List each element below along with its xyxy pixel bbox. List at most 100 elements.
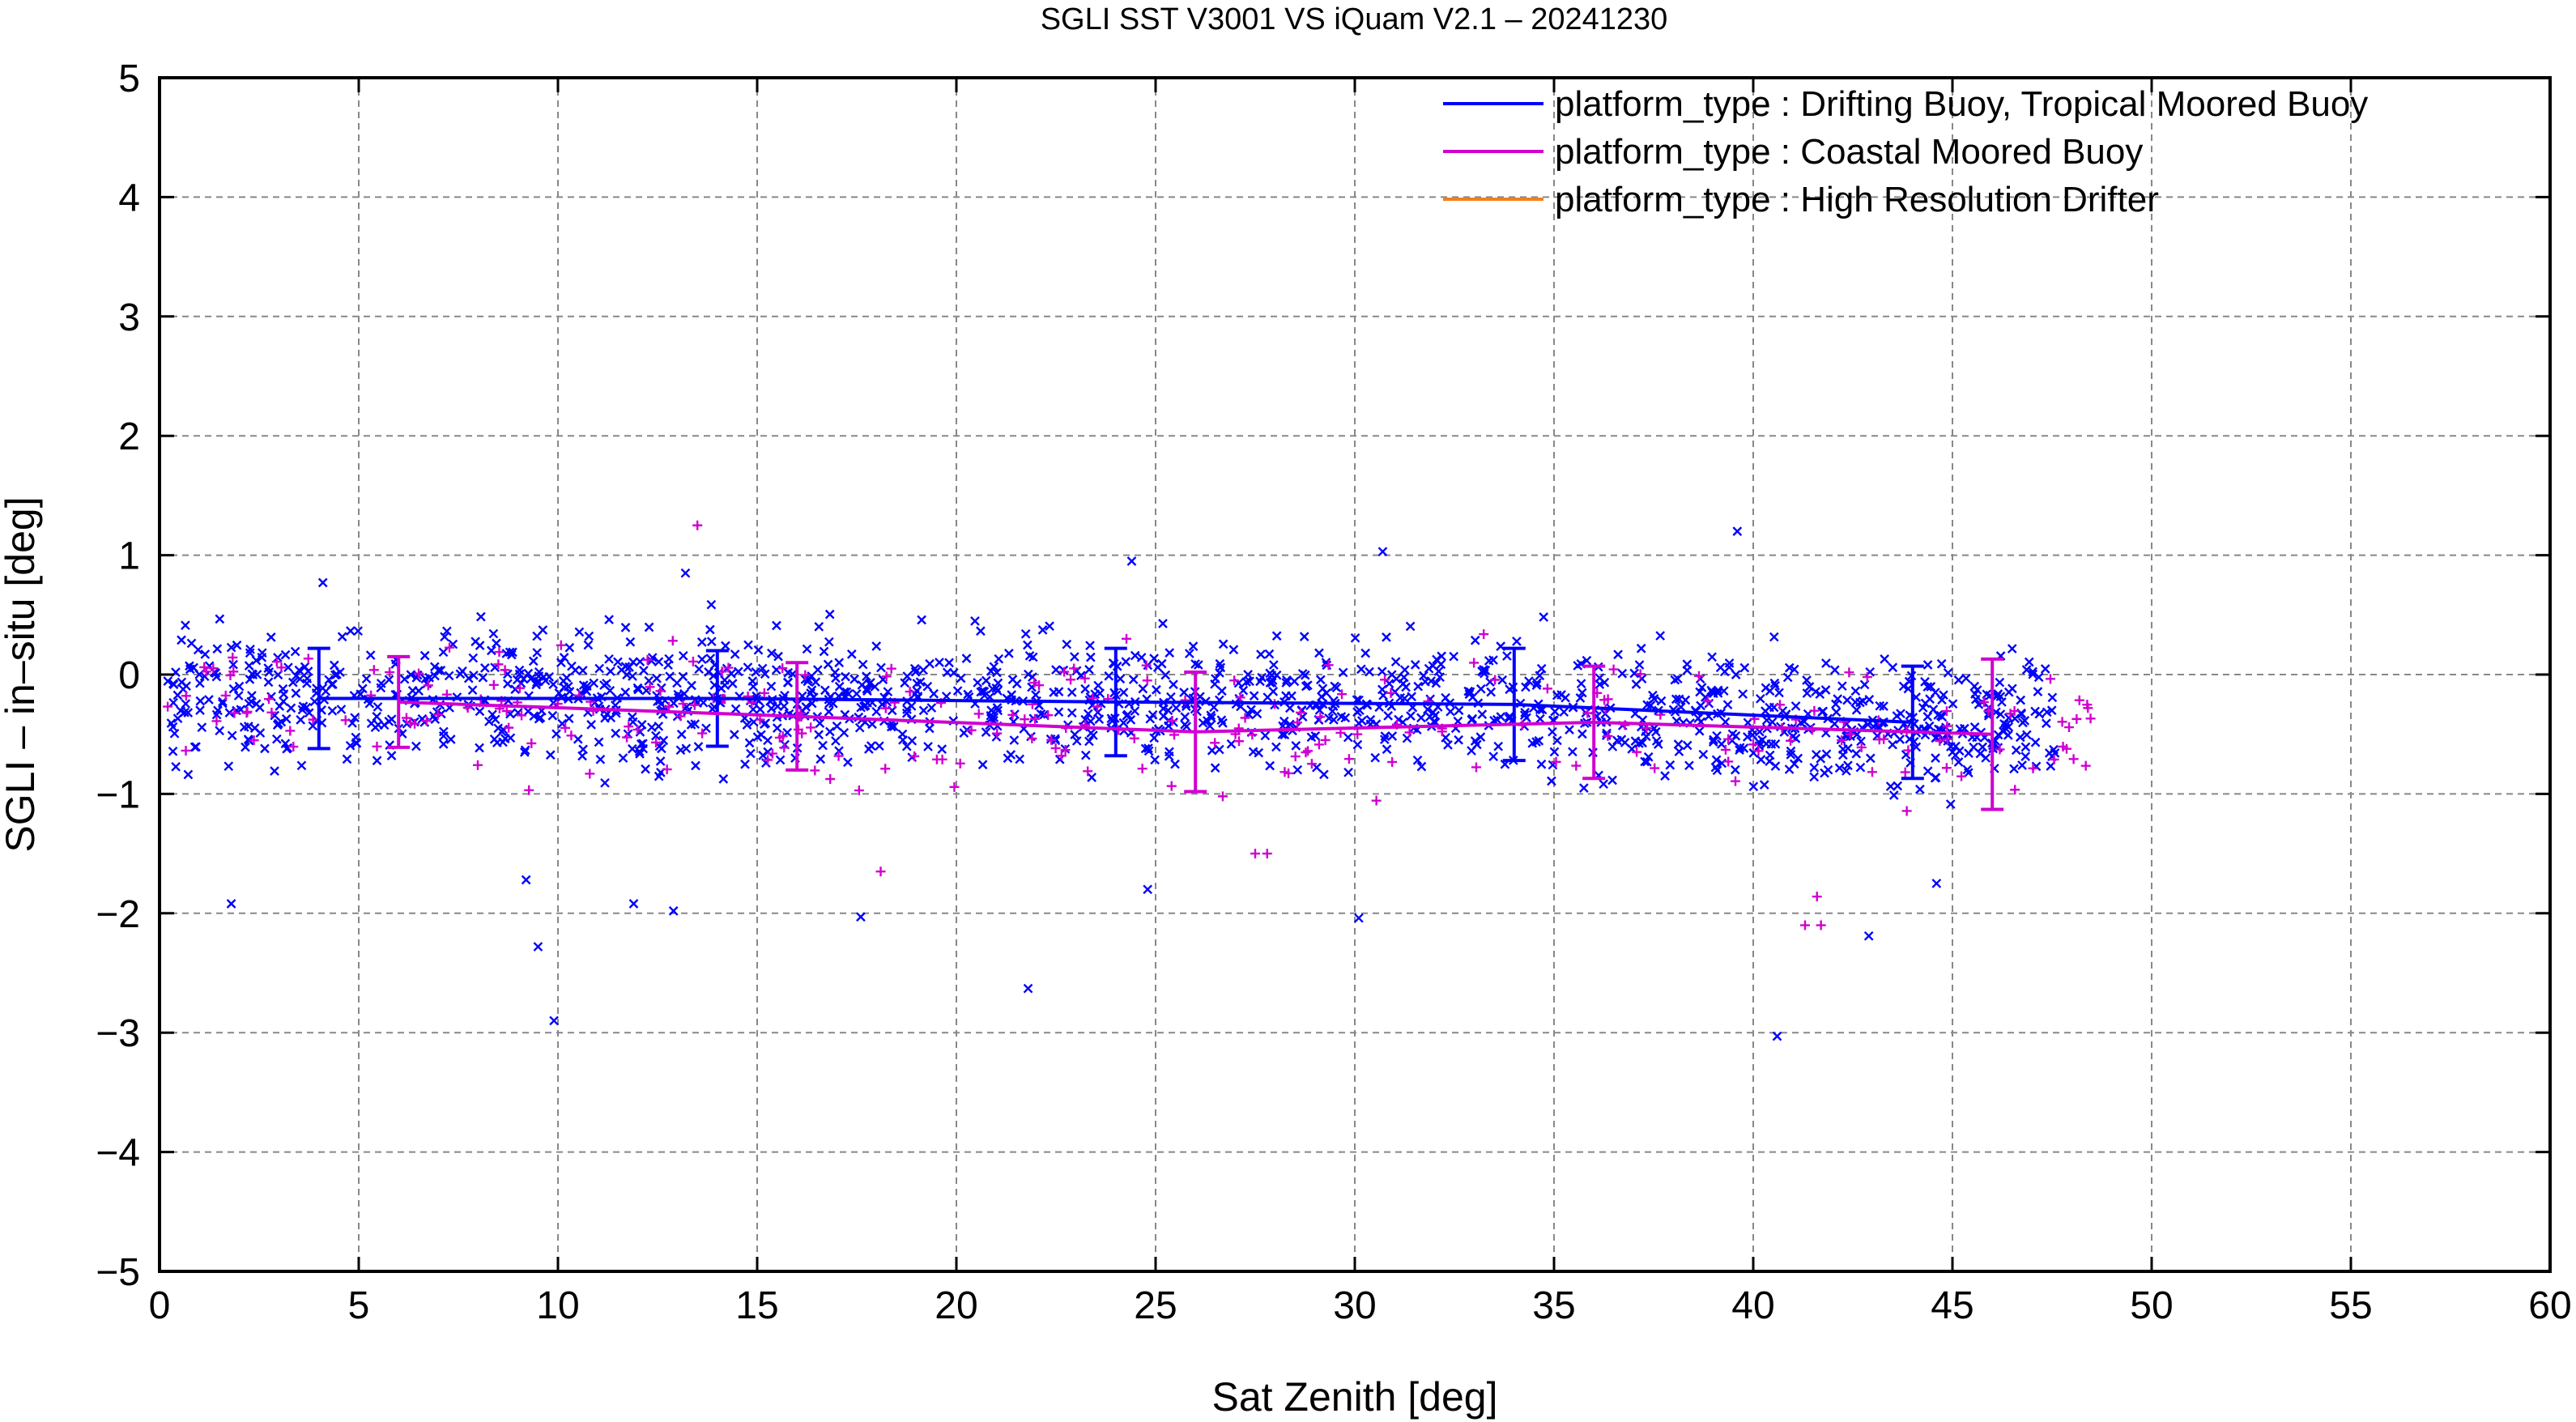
scatter-point — [1595, 679, 1605, 689]
scatter-point — [1524, 676, 1534, 686]
scatter-point — [1754, 741, 1765, 751]
scatter-point — [1888, 790, 1899, 800]
scatter-point — [1720, 744, 1731, 755]
scatter-point — [1229, 675, 1240, 686]
scatter-point — [1122, 709, 1133, 720]
scatter-point — [1050, 734, 1060, 744]
scatter-point — [1454, 734, 1463, 745]
scatter-point — [1834, 763, 1845, 773]
scatter-point — [802, 644, 812, 654]
scatter-point — [279, 689, 289, 699]
scatter-point — [744, 738, 755, 748]
scatter-point — [1343, 754, 1354, 764]
scatter-point — [1256, 649, 1266, 659]
scatter-point — [317, 577, 328, 588]
scatter-point — [1122, 633, 1132, 644]
scatter-point — [524, 785, 534, 795]
scatter-point — [1575, 692, 1586, 703]
scatter-point — [505, 733, 516, 743]
scatter-point — [854, 722, 865, 733]
scatter-point — [1655, 631, 1666, 641]
scatter-point — [1723, 756, 1734, 767]
scatter-point — [1166, 692, 1176, 702]
scatter-point — [1933, 710, 1944, 720]
scatter-point — [1093, 680, 1104, 691]
scatter-point — [1056, 751, 1067, 761]
scatter-point — [1534, 735, 1544, 746]
scatter-point — [2021, 665, 2032, 675]
scatter-point — [2064, 722, 2075, 733]
scatter-point — [898, 734, 908, 745]
scatter-point — [994, 654, 1004, 664]
scatter-point — [1684, 760, 1694, 771]
scatter-point — [1399, 693, 1410, 704]
scatter-point — [386, 751, 397, 760]
scatter-point — [234, 681, 245, 692]
x-tick-label: 40 — [1731, 1284, 1774, 1327]
scatter-point — [340, 715, 351, 726]
scatter-point — [862, 671, 871, 682]
scatter-point — [766, 681, 777, 692]
scatter-point — [1712, 765, 1722, 776]
scatter-point — [1085, 641, 1095, 651]
scatter-point — [625, 636, 636, 647]
scatter-point — [1936, 658, 1947, 669]
scatter-point — [875, 741, 884, 751]
scatter-point — [260, 743, 270, 754]
scatter-point — [1252, 709, 1262, 719]
scatter-points — [163, 520, 2096, 1041]
scatter-point — [478, 672, 488, 683]
scatter-point — [1233, 736, 1244, 747]
scatter-point — [1377, 666, 1387, 677]
scatter-point — [294, 665, 304, 675]
scatter-point — [329, 660, 339, 671]
scatter-point — [986, 705, 996, 716]
scatter-point — [2028, 763, 2038, 773]
scatter-point — [678, 699, 688, 709]
scatter-point — [1330, 681, 1339, 692]
scatter-point — [2005, 709, 2016, 719]
scatter-point — [1812, 892, 1822, 902]
scatter-point — [549, 1015, 559, 1026]
scatter-point — [1696, 700, 1705, 711]
scatter-point — [308, 721, 318, 731]
scatter-point — [412, 670, 423, 680]
scatter-point — [556, 640, 566, 650]
scatter-point — [690, 719, 700, 729]
scatter-point — [1314, 648, 1324, 658]
scatter-point — [1218, 639, 1228, 649]
scatter-point — [1080, 714, 1091, 725]
scatter-point — [1493, 741, 1504, 751]
x-axis-title: Sat Zenith [deg] — [1211, 1374, 1497, 1420]
scatter-point — [247, 691, 257, 700]
scatter-point — [1833, 694, 1843, 704]
scatter-point — [1287, 691, 1297, 701]
scatter-point — [1880, 654, 1889, 664]
scatter-point — [696, 637, 707, 647]
scatter-point — [2074, 695, 2084, 705]
scatter-point — [811, 677, 821, 688]
scatter-point — [501, 706, 512, 717]
scatter-point — [519, 747, 530, 757]
x-tick-label: 10 — [536, 1284, 579, 1327]
scatter-point — [172, 690, 183, 700]
scatter-point — [2042, 707, 2052, 717]
scatter-point — [757, 663, 768, 674]
scatter-point — [1863, 930, 1874, 941]
scatter-point — [729, 730, 739, 739]
scatter-point — [1770, 680, 1781, 691]
x-tick-label: 15 — [735, 1284, 778, 1327]
scatter-point — [1463, 686, 1474, 696]
scatter-point — [1859, 679, 1870, 690]
scatter-point — [1629, 668, 1640, 679]
scatter-point — [2045, 674, 2055, 684]
scatter-point — [585, 768, 595, 779]
scatter-point — [1296, 707, 1306, 717]
scatter-point — [419, 650, 430, 661]
scatter-point — [1436, 659, 1446, 670]
scatter-point — [922, 681, 933, 692]
scatter-point — [1496, 712, 1506, 722]
scatter-point — [772, 723, 782, 733]
y-tick-label: 2 — [118, 415, 140, 458]
scatter-point — [1732, 526, 1743, 536]
